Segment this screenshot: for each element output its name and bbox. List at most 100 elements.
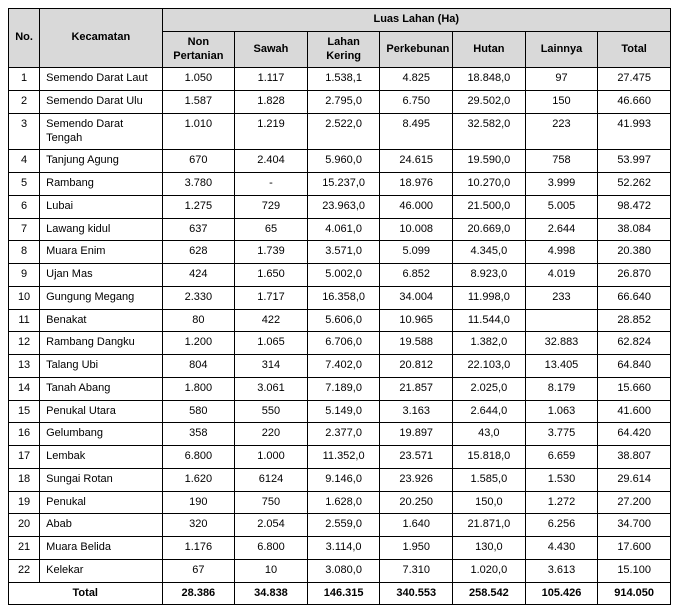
cell-value: 1.587: [162, 91, 235, 114]
cell-value: 97: [525, 68, 598, 91]
cell-no: 19: [9, 491, 40, 514]
table-row: 12Rambang Dangku1.2001.0656.706,019.5881…: [9, 332, 671, 355]
table-row: 13Talang Ubi8043147.402,020.81222.103,01…: [9, 355, 671, 378]
header-lahan-kering: Lahan Kering: [307, 31, 380, 68]
table-row: 14Tanah Abang1.8003.0617.189,021.8572.02…: [9, 377, 671, 400]
cell-no: 21: [9, 537, 40, 560]
cell-value: 628: [162, 241, 235, 264]
cell-value: 1.117: [235, 68, 308, 91]
cell-value: 18.848,0: [453, 68, 526, 91]
cell-value: 2.522,0: [307, 113, 380, 150]
table-row: 16Gelumbang3582202.377,019.89743,03.7756…: [9, 423, 671, 446]
cell-value: 1.219: [235, 113, 308, 150]
cell-value: 10.965: [380, 309, 453, 332]
cell-value: 220: [235, 423, 308, 446]
cell-kecamatan: Penukal Utara: [40, 400, 162, 423]
cell-value: 15.818,0: [453, 446, 526, 469]
cell-value: 750: [235, 491, 308, 514]
table-row: 10Gungung Megang2.3301.71716.358,034.004…: [9, 286, 671, 309]
cell-value: 424: [162, 264, 235, 287]
cell-kecamatan: Semendo Darat Tengah: [40, 113, 162, 150]
table-row: 1Semendo Darat Laut1.0501.1171.538,14.82…: [9, 68, 671, 91]
table-row: 17Lembak6.8001.00011.352,023.57115.818,0…: [9, 446, 671, 469]
cell-no: 14: [9, 377, 40, 400]
cell-value: 550: [235, 400, 308, 423]
cell-value: 1.275: [162, 195, 235, 218]
cell-no: 22: [9, 559, 40, 582]
cell-value: 580: [162, 400, 235, 423]
cell-value: 637: [162, 218, 235, 241]
cell-value: 15.660: [598, 377, 671, 400]
cell-no: 17: [9, 446, 40, 469]
cell-value: 1.065: [235, 332, 308, 355]
cell-kecamatan: Muara Enim: [40, 241, 162, 264]
cell-value: 670: [162, 150, 235, 173]
cell-value: 23.926: [380, 468, 453, 491]
cell-value: 3.061: [235, 377, 308, 400]
cell-value: 190: [162, 491, 235, 514]
header-sawah: Sawah: [235, 31, 308, 68]
cell-value: 21.500,0: [453, 195, 526, 218]
cell-value: 64.420: [598, 423, 671, 446]
table-row: 11Benakat804225.606,010.96511.544,028.85…: [9, 309, 671, 332]
cell-value: 20.669,0: [453, 218, 526, 241]
cell-value: 53.997: [598, 150, 671, 173]
cell-value: 20.250: [380, 491, 453, 514]
cell-no: 16: [9, 423, 40, 446]
cell-value: 21.857: [380, 377, 453, 400]
cell-value: 23.963,0: [307, 195, 380, 218]
cell-value: 1.828: [235, 91, 308, 114]
cell-value: 66.640: [598, 286, 671, 309]
cell-value: 11.998,0: [453, 286, 526, 309]
cell-value: [525, 309, 598, 332]
cell-value: 17.600: [598, 537, 671, 560]
cell-value: 2.644,0: [453, 400, 526, 423]
table-row: 3Semendo Darat Tengah1.0101.2192.522,08.…: [9, 113, 671, 150]
cell-value: 46.000: [380, 195, 453, 218]
cell-value: 1.717: [235, 286, 308, 309]
cell-value: 65: [235, 218, 308, 241]
cell-kecamatan: Sungai Rotan: [40, 468, 162, 491]
cell-value: 19.590,0: [453, 150, 526, 173]
cell-value: 1.000: [235, 446, 308, 469]
table-row: 6Lubai1.27572923.963,046.00021.500,05.00…: [9, 195, 671, 218]
cell-value: 1.530: [525, 468, 598, 491]
cell-no: 11: [9, 309, 40, 332]
cell-kecamatan: Talang Ubi: [40, 355, 162, 378]
cell-value: 2.330: [162, 286, 235, 309]
cell-value: 3.999: [525, 173, 598, 196]
cell-value: 4.430: [525, 537, 598, 560]
cell-value: 16.358,0: [307, 286, 380, 309]
cell-value: 320: [162, 514, 235, 537]
footer-total-label: Total: [9, 582, 163, 605]
cell-no: 2: [9, 91, 40, 114]
cell-value: 2.025,0: [453, 377, 526, 400]
cell-value: 19.897: [380, 423, 453, 446]
cell-value: 29.502,0: [453, 91, 526, 114]
cell-value: 1.800: [162, 377, 235, 400]
cell-value: 758: [525, 150, 598, 173]
cell-value: 5.099: [380, 241, 453, 264]
cell-value: 1.050: [162, 68, 235, 91]
cell-value: 2.377,0: [307, 423, 380, 446]
cell-value: 6.852: [380, 264, 453, 287]
header-kecamatan: Kecamatan: [40, 9, 162, 68]
footer-total: 914.050: [598, 582, 671, 605]
cell-value: 1.538,1: [307, 68, 380, 91]
cell-kecamatan: Semendo Darat Ulu: [40, 91, 162, 114]
cell-value: 15.237,0: [307, 173, 380, 196]
cell-no: 20: [9, 514, 40, 537]
cell-kecamatan: Muara Belida: [40, 537, 162, 560]
table-row: 19Penukal1907501.628,020.250150,01.27227…: [9, 491, 671, 514]
cell-value: 1.620: [162, 468, 235, 491]
cell-value: 7.189,0: [307, 377, 380, 400]
cell-value: 98.472: [598, 195, 671, 218]
cell-value: 130,0: [453, 537, 526, 560]
cell-value: 1.640: [380, 514, 453, 537]
cell-value: 2.559,0: [307, 514, 380, 537]
cell-value: 4.825: [380, 68, 453, 91]
table-row: 2Semendo Darat Ulu1.5871.8282.795,06.750…: [9, 91, 671, 114]
cell-value: 1.020,0: [453, 559, 526, 582]
cell-value: 5.149,0: [307, 400, 380, 423]
table-row: 7Lawang kidul637654.061,010.00820.669,02…: [9, 218, 671, 241]
